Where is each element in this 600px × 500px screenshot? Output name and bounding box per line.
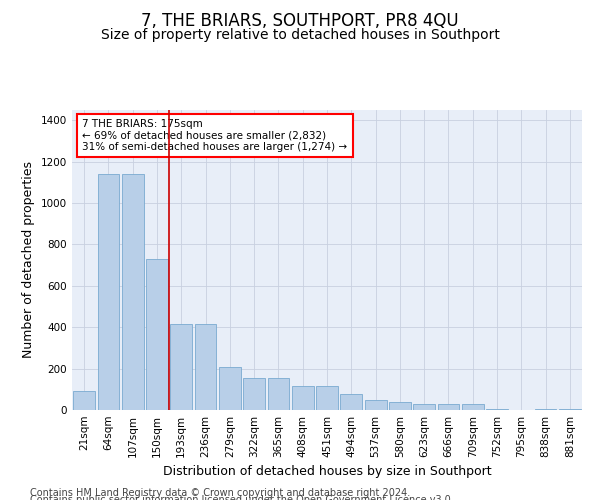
Bar bbox=[559, 409, 581, 410]
Bar bbox=[194, 324, 217, 410]
Bar bbox=[316, 386, 338, 410]
Text: 7, THE BRIARS, SOUTHPORT, PR8 4QU: 7, THE BRIARS, SOUTHPORT, PR8 4QU bbox=[141, 12, 459, 30]
Bar bbox=[462, 404, 484, 410]
Bar bbox=[97, 174, 119, 410]
Bar bbox=[535, 409, 556, 410]
Bar bbox=[340, 394, 362, 410]
Text: Size of property relative to detached houses in Southport: Size of property relative to detached ho… bbox=[101, 28, 499, 42]
Bar bbox=[146, 259, 168, 410]
Bar bbox=[268, 378, 289, 410]
Bar bbox=[292, 386, 314, 410]
Text: Contains public sector information licensed under the Open Government Licence v3: Contains public sector information licen… bbox=[30, 495, 454, 500]
Bar bbox=[170, 324, 192, 410]
Bar bbox=[486, 409, 508, 410]
Bar bbox=[243, 378, 265, 410]
Text: 7 THE BRIARS: 175sqm
← 69% of detached houses are smaller (2,832)
31% of semi-de: 7 THE BRIARS: 175sqm ← 69% of detached h… bbox=[82, 119, 347, 152]
Bar bbox=[122, 174, 143, 410]
Bar bbox=[437, 404, 460, 410]
Y-axis label: Number of detached properties: Number of detached properties bbox=[22, 162, 35, 358]
Text: Contains HM Land Registry data © Crown copyright and database right 2024.: Contains HM Land Registry data © Crown c… bbox=[30, 488, 410, 498]
X-axis label: Distribution of detached houses by size in Southport: Distribution of detached houses by size … bbox=[163, 466, 491, 478]
Bar bbox=[219, 366, 241, 410]
Bar bbox=[413, 404, 435, 410]
Bar bbox=[73, 392, 95, 410]
Bar bbox=[389, 402, 411, 410]
Bar bbox=[365, 400, 386, 410]
